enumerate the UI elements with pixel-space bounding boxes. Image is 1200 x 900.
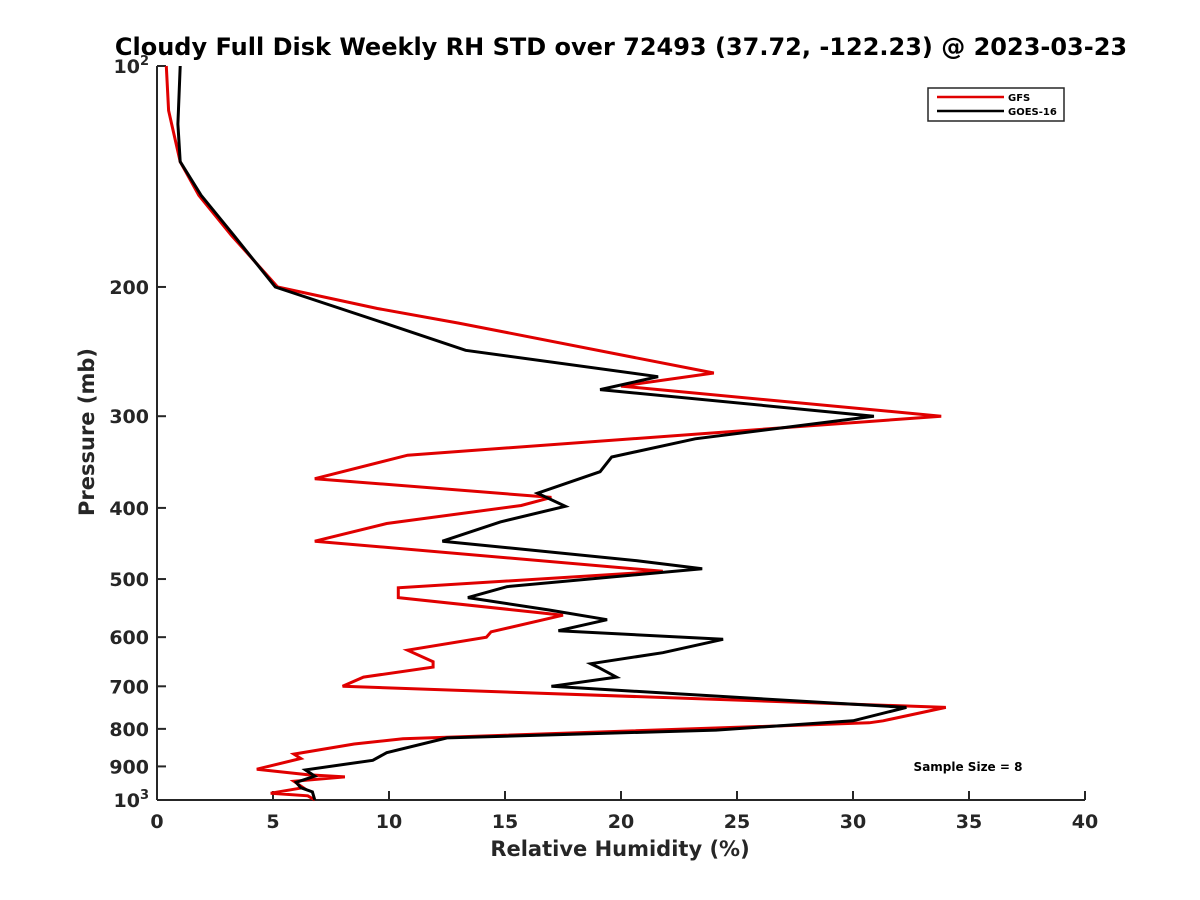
- series-line-gfs: [164, 65, 947, 802]
- x-tick-label: 35: [956, 811, 982, 833]
- x-tick-label: 15: [492, 811, 518, 833]
- y-tick-label: 700: [109, 676, 149, 698]
- x-tick-label: 10: [376, 811, 402, 833]
- x-tick-label: 5: [266, 811, 279, 833]
- y-axis-label: Pressure (mb): [75, 348, 99, 516]
- y-tick-label: 103: [114, 788, 150, 812]
- x-tick-label: 40: [1072, 811, 1098, 833]
- legend-label: GFS: [1008, 93, 1030, 104]
- x-tick-label: 25: [724, 811, 750, 833]
- x-tick-label: 0: [150, 811, 163, 833]
- legend-box: [927, 87, 1065, 122]
- plot-area: 0 5 10 15 20 25 30 35 40 102 200 300 400 500 600 700 800…: [109, 54, 1098, 833]
- y-tick-label: 300: [109, 406, 149, 428]
- y-tick-label: 600: [109, 627, 149, 649]
- x-tick-label: 30: [840, 811, 866, 833]
- series-line-goes-16: [176, 65, 907, 801]
- chart-title: Cloudy Full Disk Weekly RH STD over 7249…: [115, 33, 1127, 61]
- y-tick-label: 500: [109, 569, 149, 591]
- y-tick-label: 400: [109, 498, 149, 520]
- legend-label: GOES-16: [1008, 107, 1057, 118]
- y-tick-label: 800: [109, 719, 149, 741]
- y-tick-label: 900: [109, 756, 149, 778]
- y-tick-label: 200: [109, 277, 149, 299]
- x-axis-label: Relative Humidity (%): [490, 837, 749, 861]
- y-tick-label: 102: [114, 54, 150, 78]
- sample-size-annotation: Sample Size = 8: [914, 760, 1023, 774]
- legend: GFS GOES-16: [927, 87, 1065, 122]
- x-tick-label: 20: [608, 811, 634, 833]
